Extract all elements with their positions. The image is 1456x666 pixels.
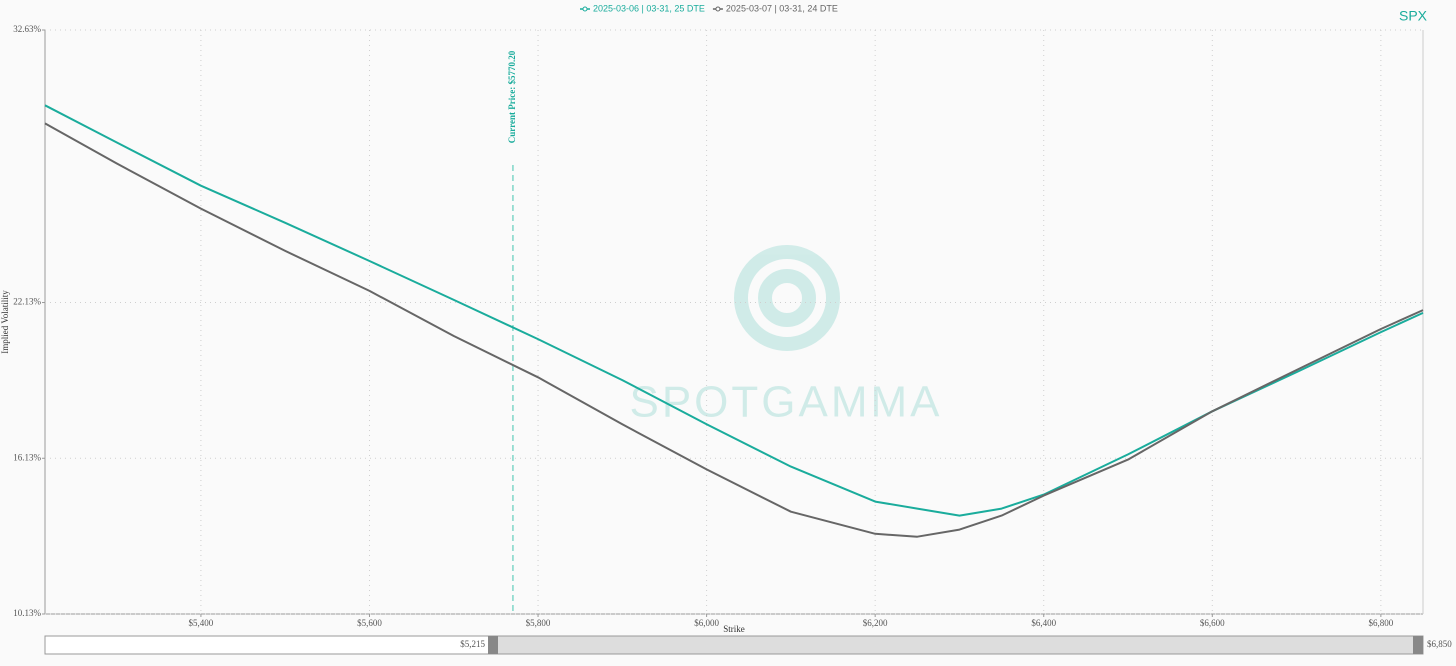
slider-start-label: $5,215 [460,639,485,649]
x-tick-label: $6,800 [1368,618,1393,628]
legend-label: 2025-03-07 | 03-31, 24 DTE [726,3,838,13]
x-tick-label: $6,400 [1031,618,1056,628]
x-tick-label: $5,400 [189,618,214,628]
slider-handle[interactable] [488,636,498,654]
y-tick-label: 32.63% [13,24,41,34]
legend: 2025-03-06 | 03-31, 25 DTE 2025-03-07 | 0… [580,3,838,13]
x-tick-label: $6,600 [1200,618,1225,628]
slider-handle[interactable] [1413,636,1423,654]
chart-title: SPX [1399,8,1428,24]
x-axis-label: Strike [723,624,745,634]
slider-end-label: $6,850 [1427,639,1452,649]
series-line [44,122,1424,538]
x-tick-label: $5,800 [526,618,551,628]
y-tick-label: 22.13% [13,297,41,307]
legend-marker [582,6,588,12]
x-tick-label: $6,200 [863,618,888,628]
slider-selection[interactable] [493,635,1424,655]
legend-label: 2025-03-06 | 03-31, 25 DTE [593,3,705,13]
x-tick-label: $5,600 [357,618,382,628]
watermark: SPOTGAMMA [629,378,942,427]
y-tick-label: 10.13% [13,608,41,618]
watermark-logo [734,245,840,351]
current-price-label: Current Price: $5770.20 [507,50,517,143]
series-line [44,104,1424,517]
y-axis-label: Implied Volatility [0,290,10,354]
x-tick-label: $6,000 [694,618,719,628]
legend-marker [715,6,721,12]
y-tick-label: 16.13% [13,452,41,462]
